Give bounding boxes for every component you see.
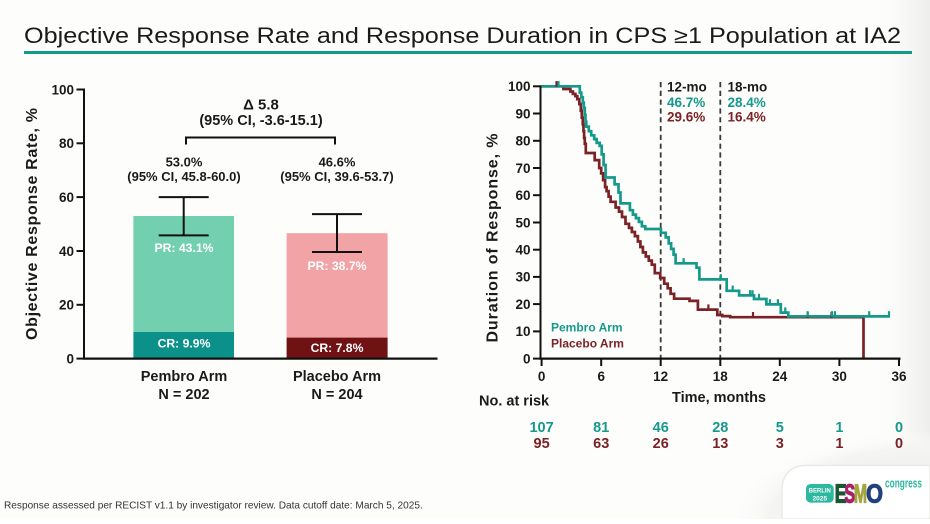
svg-text:S: S [845, 481, 856, 509]
svg-text:Placebo Arm: Placebo Arm [293, 369, 381, 385]
svg-text:46.7%: 46.7% [667, 95, 705, 110]
svg-text:60: 60 [515, 188, 530, 203]
svg-text:100: 100 [51, 82, 74, 97]
svg-text:24: 24 [772, 369, 788, 384]
svg-text:O: O [866, 481, 883, 509]
svg-text:10: 10 [515, 324, 530, 339]
svg-text:5: 5 [776, 420, 784, 436]
svg-text:Time, months: Time, months [672, 390, 766, 406]
svg-text:Placebo Arm: Placebo Arm [551, 337, 624, 351]
svg-text:Objective Response Rate, %: Objective Response Rate, % [24, 108, 41, 340]
svg-text:3: 3 [776, 436, 784, 452]
svg-text:6: 6 [597, 369, 605, 384]
svg-text:26: 26 [653, 436, 669, 452]
svg-text:95: 95 [534, 436, 550, 452]
svg-text:12: 12 [653, 369, 668, 384]
svg-text:CR: 7.8%: CR: 7.8% [311, 341, 364, 355]
svg-text:N = 204: N = 204 [311, 387, 362, 403]
svg-text:80: 80 [59, 136, 74, 151]
svg-text:13: 13 [712, 436, 728, 452]
svg-text:0: 0 [66, 351, 74, 366]
svg-text:12-mo: 12-mo [667, 80, 707, 95]
svg-text:Duration of Response, %: Duration of Response, % [485, 134, 502, 343]
svg-text:0: 0 [895, 436, 903, 452]
svg-text:46: 46 [653, 420, 669, 436]
svg-text:63: 63 [593, 436, 609, 452]
svg-text:60: 60 [59, 190, 74, 205]
svg-text:36: 36 [891, 369, 907, 384]
svg-text:40: 40 [515, 243, 530, 258]
svg-text:(95% CI, -3.6-15.1): (95% CI, -3.6-15.1) [199, 113, 322, 129]
svg-text:80: 80 [515, 134, 530, 149]
svg-text:30: 30 [515, 270, 530, 285]
svg-text:28: 28 [712, 420, 728, 436]
svg-text:Objective Response Rate and Re: Objective Response Rate and Response Dur… [24, 23, 901, 48]
svg-text:100: 100 [508, 79, 531, 94]
svg-text:0: 0 [895, 420, 903, 436]
svg-text:40: 40 [59, 244, 74, 259]
svg-text:28.4%: 28.4% [728, 95, 766, 110]
svg-text:20: 20 [59, 298, 74, 313]
svg-text:0: 0 [538, 369, 546, 384]
svg-text:50: 50 [515, 215, 530, 230]
svg-text:2025: 2025 [812, 495, 827, 502]
svg-text:30: 30 [832, 369, 847, 384]
svg-text:congress: congress [885, 477, 922, 491]
svg-text:46.6%: 46.6% [319, 155, 356, 170]
svg-text:Δ 5.8: Δ 5.8 [243, 97, 279, 114]
svg-text:81: 81 [593, 420, 609, 436]
svg-text:Response assessed per RECIST v: Response assessed per RECIST v1.1 by inv… [4, 501, 423, 512]
svg-text:18-mo: 18-mo [728, 80, 768, 95]
svg-text:E: E [835, 479, 847, 508]
svg-text:107: 107 [529, 420, 553, 436]
svg-text:BERLIN: BERLIN [809, 487, 831, 494]
svg-text:PR: 38.7%: PR: 38.7% [308, 259, 367, 273]
svg-text:29.6%: 29.6% [667, 110, 705, 125]
svg-text:0: 0 [523, 351, 531, 366]
svg-text:CR: 9.9%: CR: 9.9% [158, 337, 211, 351]
svg-text:18: 18 [713, 369, 729, 384]
svg-text:M: M [854, 481, 867, 509]
svg-text:20: 20 [515, 297, 530, 312]
svg-text:1: 1 [835, 420, 843, 436]
svg-text:1: 1 [835, 436, 843, 452]
svg-text:PR: 43.1%: PR: 43.1% [155, 241, 214, 255]
svg-text:70: 70 [515, 161, 530, 176]
svg-text:(95% CI, 45.8-60.0): (95% CI, 45.8-60.0) [127, 169, 240, 184]
svg-text:53.0%: 53.0% [166, 155, 203, 170]
svg-text:Pembro Arm: Pembro Arm [141, 369, 227, 385]
svg-text:N = 202: N = 202 [158, 387, 209, 403]
svg-text:Pembro Arm: Pembro Arm [551, 321, 623, 335]
svg-text:No. at risk: No. at risk [479, 394, 550, 410]
svg-text:(95% CI, 39.6-53.7): (95% CI, 39.6-53.7) [280, 169, 393, 184]
svg-text:90: 90 [515, 106, 530, 121]
svg-text:16.4%: 16.4% [728, 110, 766, 125]
